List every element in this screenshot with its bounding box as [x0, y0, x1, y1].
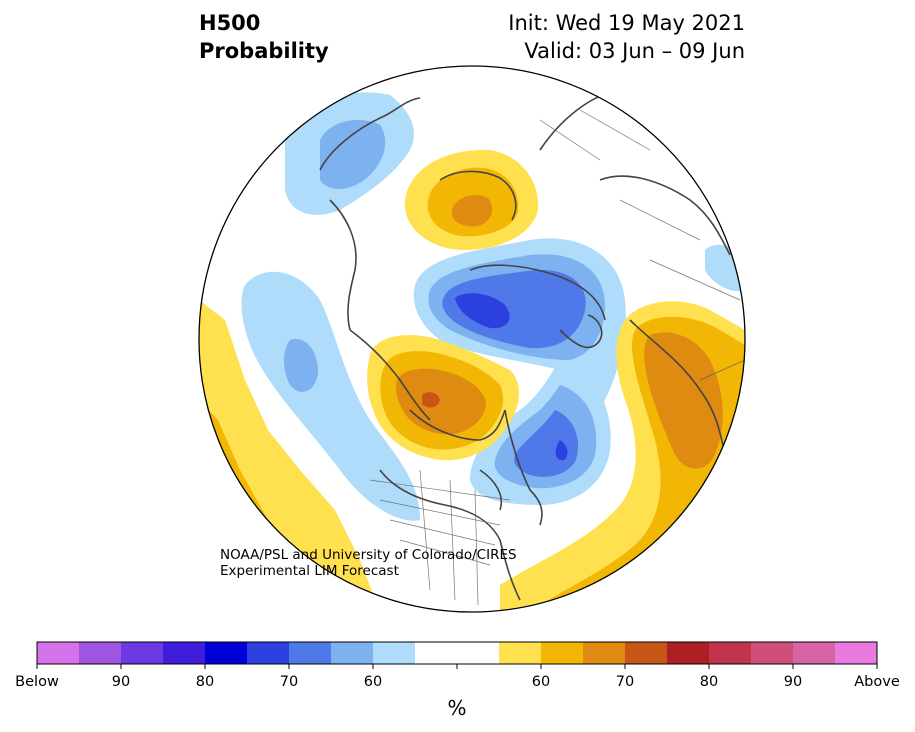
forecast-dates: Init: Wed 19 May 2021 Valid: 03 Jun – 09… — [508, 9, 745, 65]
colorbar-swatch — [37, 642, 80, 664]
credit-text: NOAA/PSL and University of Colorado/CIRE… — [220, 547, 517, 579]
europe-warm-mid — [644, 332, 723, 469]
colorbar-tick-label: 70 — [279, 674, 299, 690]
credit-line-1: NOAA/PSL and University of Colorado/CIRE… — [220, 547, 517, 563]
colorbar-tick-label: 70 — [615, 674, 635, 690]
colorbar-swatch — [541, 642, 584, 664]
init-date: Init: Wed 19 May 2021 — [508, 11, 745, 35]
borders — [369, 109, 745, 606]
arctic-cool-center — [455, 293, 510, 329]
colorbar-swatch — [667, 642, 710, 664]
title-line-2: Probability — [199, 39, 329, 63]
globe-fill — [199, 66, 745, 612]
colorbar-swatch — [793, 642, 836, 664]
colorbar — [37, 642, 878, 664]
colorbar-tick-label: 90 — [111, 674, 131, 690]
colorbar-swatch — [499, 642, 542, 664]
colorbar-tick-label: 90 — [783, 674, 803, 690]
colorbar-swatch — [331, 642, 374, 664]
colorbar-tick-label: Above — [854, 674, 900, 690]
colorbar-swatch — [625, 642, 668, 664]
siberia-cool-core — [320, 120, 386, 190]
colorbar-tick-label: 60 — [363, 674, 383, 690]
colorbar-swatch — [457, 642, 500, 664]
arctic-cool-core — [442, 269, 586, 349]
colorbar-tick-label: 80 — [699, 674, 719, 690]
colorbar-tick-label: 80 — [195, 674, 215, 690]
colorbar-swatch — [373, 642, 416, 664]
chart-title: H500 Probability — [199, 9, 329, 65]
colorbar-swatch — [121, 642, 164, 664]
colorbar-swatch — [163, 642, 206, 664]
ne-pacific-cool-lobe — [241, 271, 420, 521]
atlantic-cool-center — [555, 440, 568, 461]
title-line-1: H500 — [199, 11, 261, 35]
canada-warm-center — [422, 392, 440, 408]
colorbar-tick-label: 60 — [531, 674, 551, 690]
coastlines — [319, 89, 731, 601]
colorbar-swatch — [835, 642, 878, 664]
colorbar-swatch — [289, 642, 332, 664]
colorbar-unit: % — [447, 696, 467, 720]
colorbar-swatch — [415, 642, 458, 664]
colorbar-tick-label: Below — [15, 674, 59, 690]
colorbar-swatch — [751, 642, 794, 664]
colorbar-swatch — [247, 642, 290, 664]
colorbar-swatch — [205, 642, 248, 664]
colorbar-swatch — [709, 642, 752, 664]
colorbar-swatch — [583, 642, 626, 664]
siberia-warm-center — [451, 195, 493, 227]
valid-date: Valid: 03 Jun – 09 Jun — [524, 39, 745, 63]
globe-outline — [198, 65, 746, 613]
colorbar-swatch — [79, 642, 122, 664]
colorbar-ticks — [36, 664, 878, 669]
ne-pacific-cool-core — [284, 339, 318, 392]
credit-line-2: Experimental LIM Forecast — [220, 563, 399, 579]
